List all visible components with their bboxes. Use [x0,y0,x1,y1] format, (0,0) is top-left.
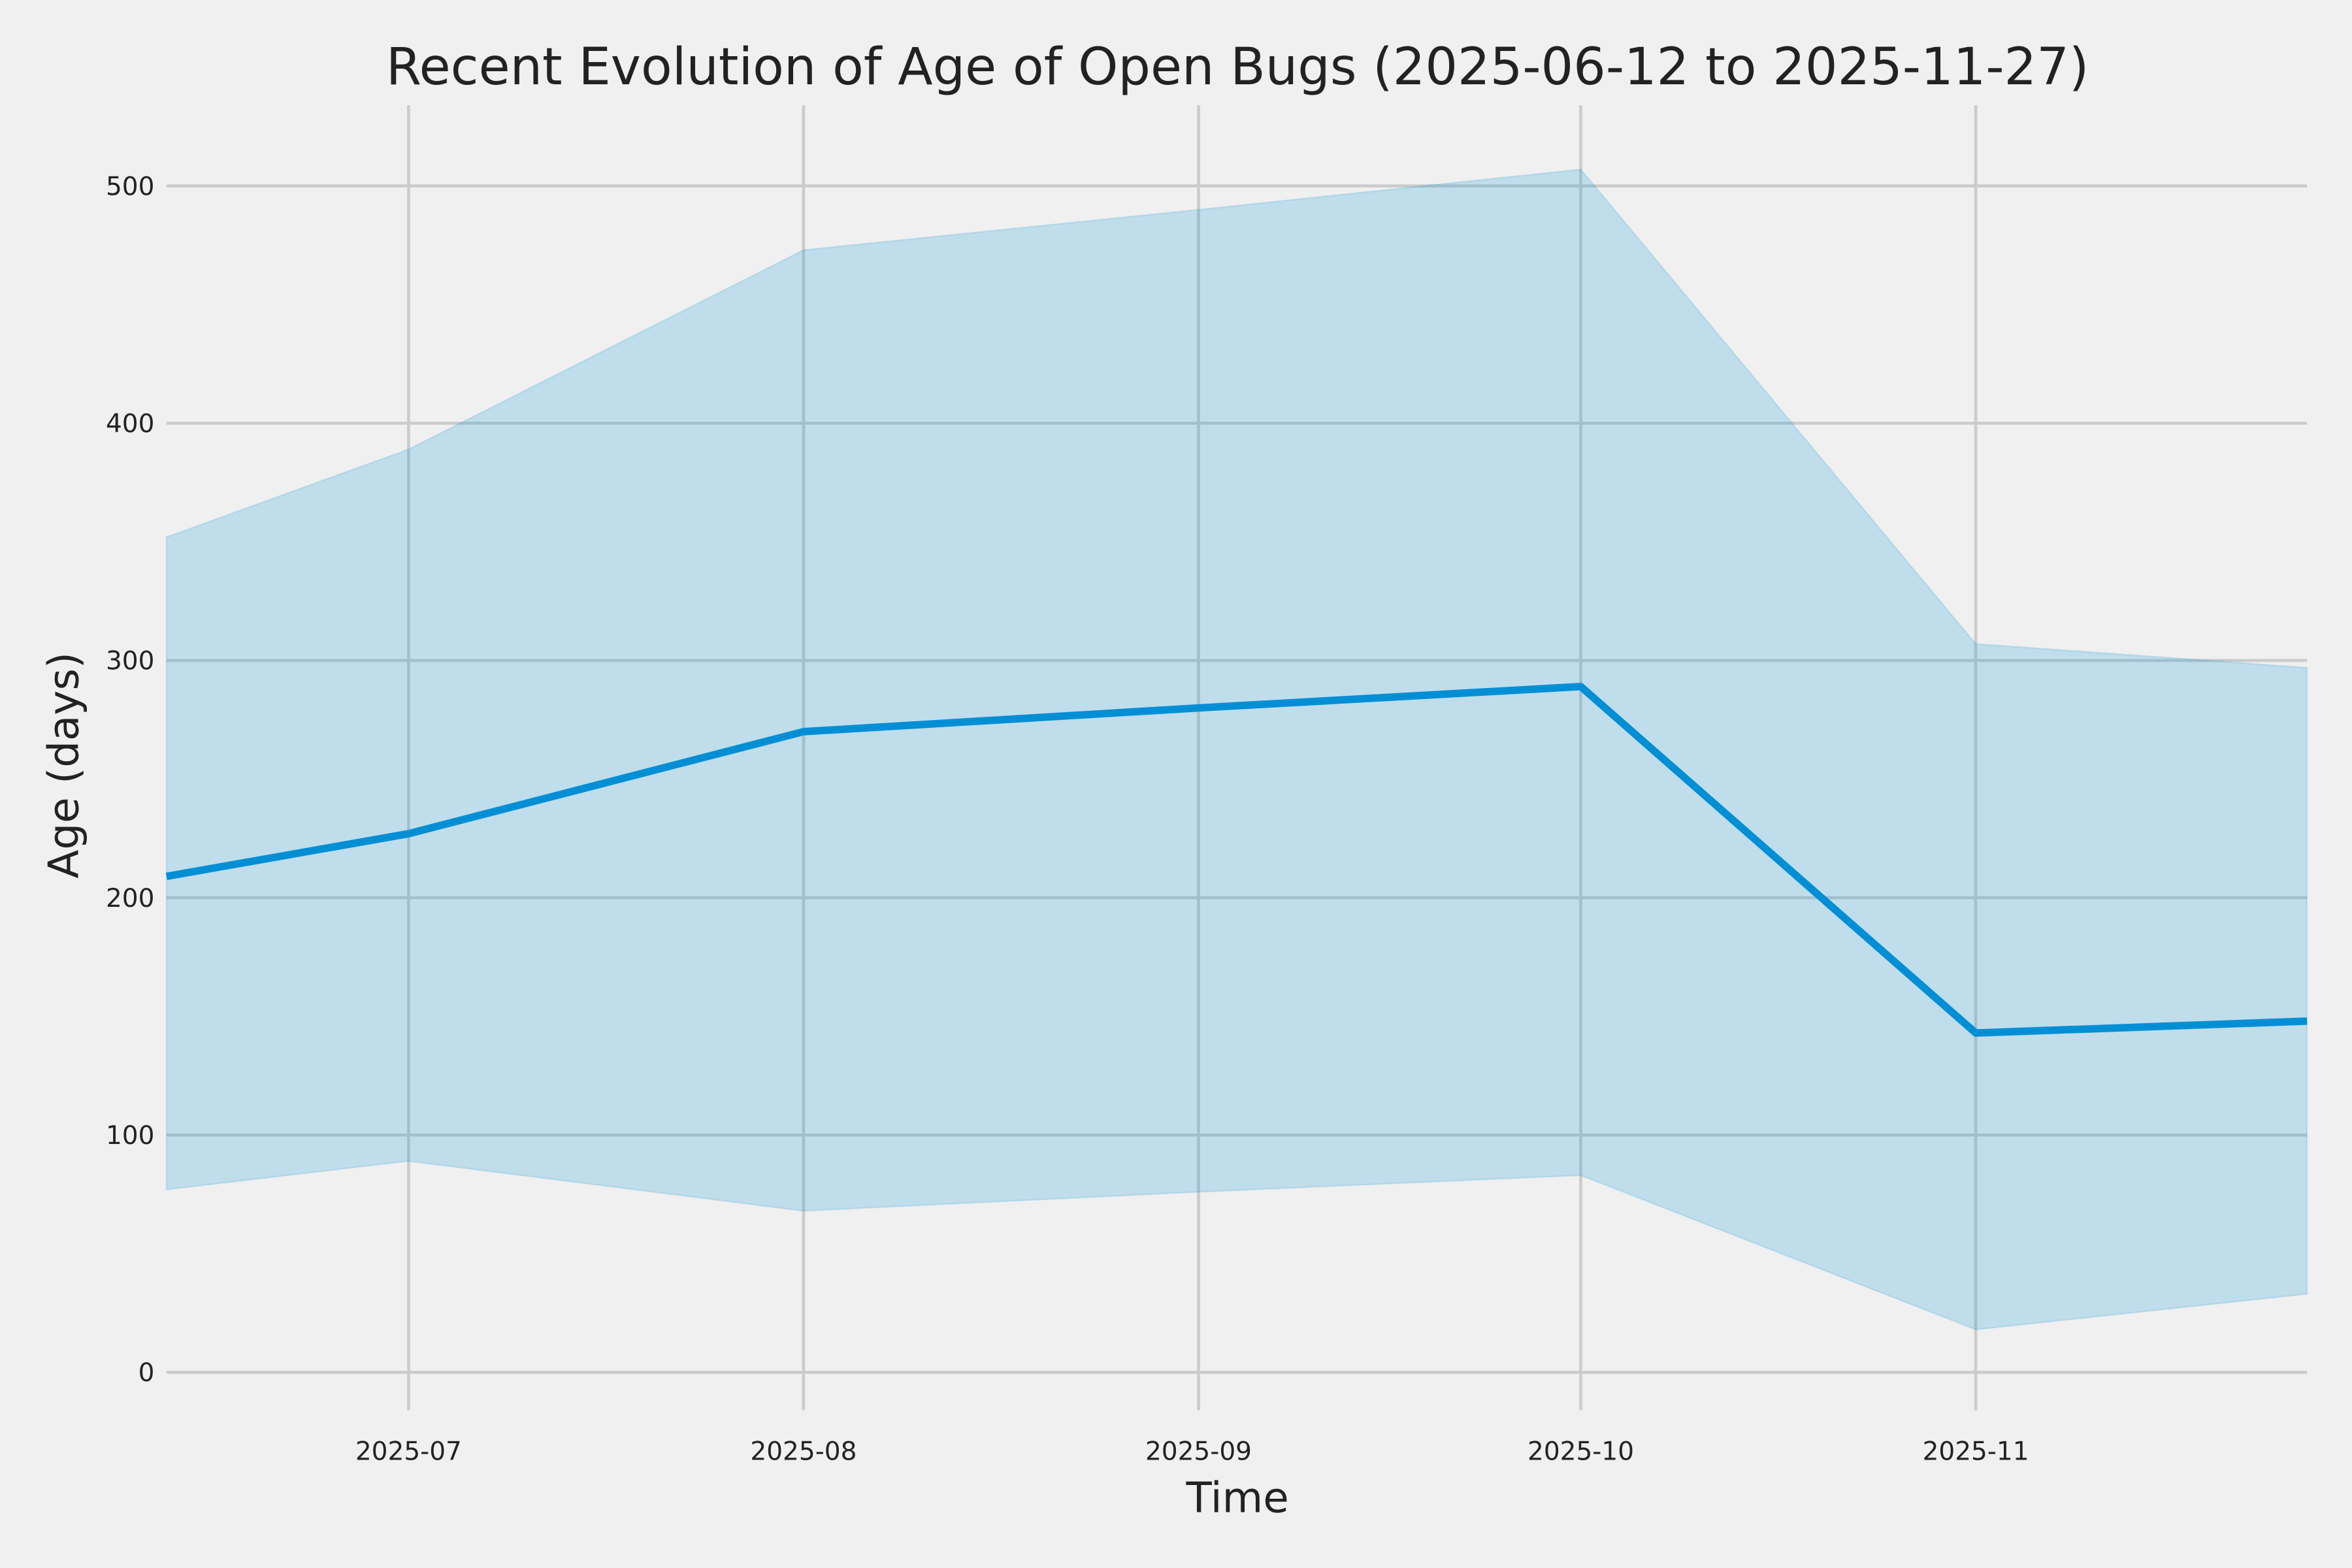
x-axis-label: Time [1185,1474,1288,1523]
x-tick-label: 2025-09 [1145,1437,1252,1466]
y-axis-label: Age (days) [39,652,88,879]
band-layer [165,168,2308,1331]
y-tick-label: 400 [106,410,154,439]
confidence-band [165,168,2308,1331]
y-tick-label: 0 [139,1358,155,1388]
x-tick-label: 2025-07 [355,1437,462,1466]
y-tick-label: 100 [106,1121,154,1151]
y-tick-label: 500 [106,172,154,201]
x-tick-label: 2025-10 [1527,1437,1634,1466]
mean-age-line [165,683,2308,1037]
grid [166,105,2308,1411]
chart-title: Recent Evolution of Age of Open Bugs (20… [386,38,2089,97]
x-tick-label: 2025-11 [1923,1437,2029,1466]
tick-labels: 0 100 200 300 400 500 2025-07 2025-08 2025-09 202… [106,172,2029,1466]
y-tick-label: 300 [106,647,154,676]
x-tick-label: 2025-08 [750,1437,857,1466]
series-layer [165,683,2308,1037]
y-tick-label: 200 [106,884,154,913]
